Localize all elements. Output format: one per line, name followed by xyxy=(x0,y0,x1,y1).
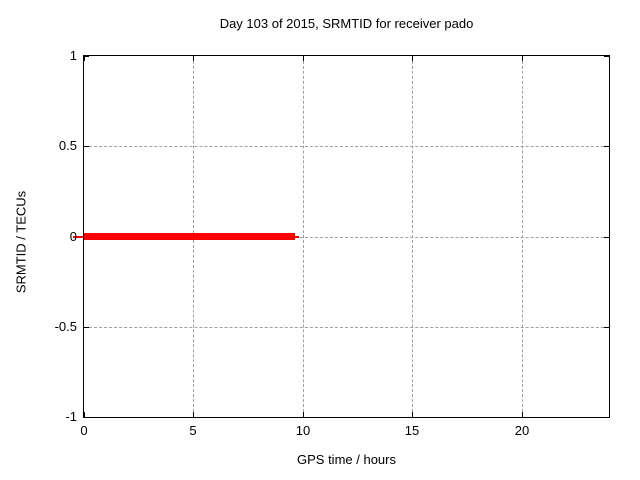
x-axis-tick xyxy=(303,412,304,417)
y-tick-label: -0.5 xyxy=(54,319,77,334)
vertical-gridline xyxy=(412,56,413,417)
series-line-srmtid xyxy=(84,233,295,240)
series-zero-tick xyxy=(73,236,83,238)
y-axis-tick-mirror xyxy=(604,56,609,57)
x-axis-tick xyxy=(84,412,85,417)
x-axis-tick xyxy=(193,412,194,417)
x-axis-tick-mirror xyxy=(412,56,413,61)
y-axis-tick-mirror xyxy=(604,417,609,418)
x-tick-label: 20 xyxy=(514,423,530,438)
series-line-end-cap xyxy=(295,236,299,238)
x-axis-tick xyxy=(412,412,413,417)
chart-title: Day 103 of 2015, SRMTID for receiver pad… xyxy=(219,16,474,31)
plot-area xyxy=(73,55,610,418)
x-axis-tick-mirror xyxy=(522,56,523,61)
y-tick-label: 0 xyxy=(69,229,77,244)
y-tick-label: 1 xyxy=(69,48,77,63)
x-axis-tick-mirror xyxy=(303,56,304,61)
y-tick-label: 0.5 xyxy=(58,138,77,153)
y-axis-tick-mirror xyxy=(604,237,609,238)
y-axis-tick xyxy=(84,146,89,147)
horizontal-gridline xyxy=(84,146,609,147)
y-axis-tick-mirror xyxy=(604,327,609,328)
x-tick-label: 5 xyxy=(189,423,197,438)
x-tick-label: 15 xyxy=(404,423,420,438)
x-axis-tick-mirror xyxy=(193,56,194,61)
y-axis-tick xyxy=(84,327,89,328)
x-axis-label: GPS time / hours xyxy=(297,452,396,467)
x-axis-tick xyxy=(522,412,523,417)
vertical-gridline xyxy=(303,56,304,417)
vertical-gridline xyxy=(522,56,523,417)
y-axis-tick-mirror xyxy=(604,146,609,147)
y-axis-tick xyxy=(84,56,89,57)
x-tick-label: 10 xyxy=(295,423,311,438)
y-tick-label: -1 xyxy=(65,409,77,424)
x-tick-label: 0 xyxy=(80,423,88,438)
horizontal-gridline xyxy=(84,237,609,238)
horizontal-gridline xyxy=(84,327,609,328)
y-axis-tick xyxy=(84,417,89,418)
x-axis-tick-mirror xyxy=(84,56,85,61)
